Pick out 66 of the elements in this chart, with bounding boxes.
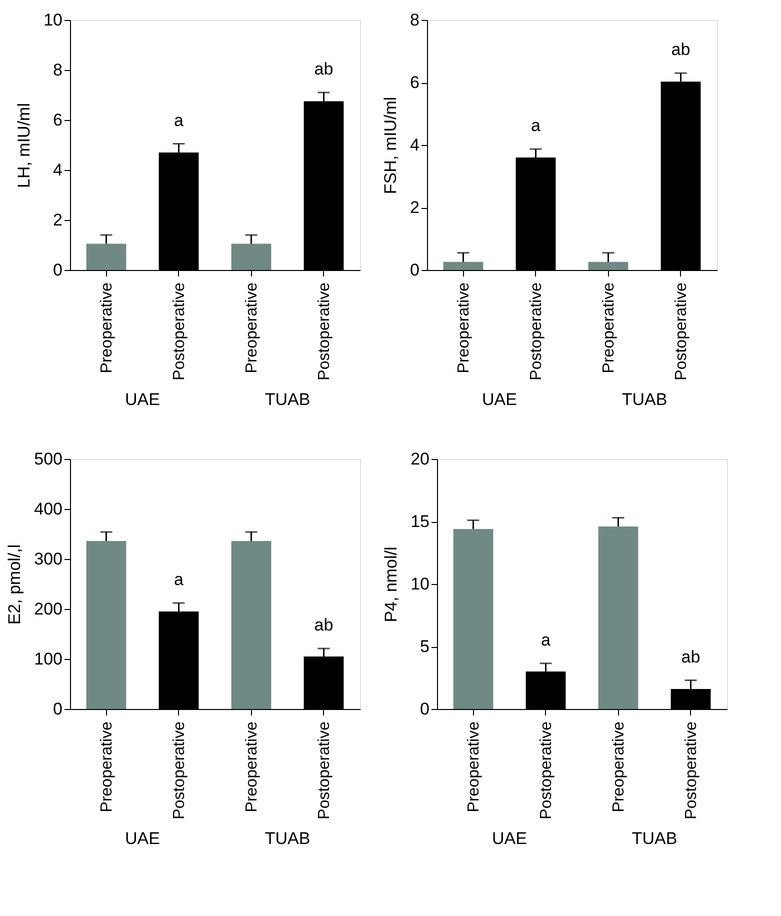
x-tick-label: Preoperative [600,282,618,374]
y-tick-label: 0 [410,260,420,280]
text: UAE [492,829,527,848]
data-label: a [174,110,184,130]
x-tick-label: Postoperative [316,282,333,380]
x-tick-label: Postoperative [538,721,555,820]
x-tick-label: Postoperative [316,721,333,820]
x-tick-label: Preoperative [243,721,260,812]
y-axis-title: FSH, mIU/ml [381,96,400,194]
text: UAE [125,829,160,848]
y-tick-label: 8 [410,10,420,30]
bar [86,244,126,270]
x-tick-label: Preoperative [243,282,260,374]
y-tick-label: 6 [410,73,420,92]
y-tick-label: 0 [53,260,62,280]
bar [443,262,484,270]
bar [231,541,272,709]
y-tick-label: 15 [410,512,430,531]
y-tick-label: 100 [34,650,62,668]
y-tick-label: 20 [410,450,430,468]
y-tick-label: 300 [34,550,62,568]
bar [598,526,638,709]
y-tick-label: 5 [420,637,430,656]
bar [231,244,272,270]
bar [453,529,494,709]
data-label: a [541,630,552,650]
y-axis-title: P4, nmol/l [382,546,401,622]
x-tick-label: Preoperative [98,282,116,374]
y-tick-label: 0 [53,700,62,718]
data-label: ab [314,60,334,78]
x-tick-label: Preoperative [465,721,482,812]
bar [588,262,628,270]
y-tick-label: 500 [34,450,62,468]
y-tick-label: 8 [53,60,62,80]
y-tick-label: 6 [53,110,62,130]
x-tick-label: Preoperative [610,721,628,812]
data-label: a [174,570,184,589]
text: UAE [482,390,517,409]
x-tick-label: Preoperative [455,282,472,374]
y-tick-label: 200 [34,600,62,618]
x-tick-label: Postoperative [170,282,188,380]
text: TUAB [264,390,310,409]
text: TUAB [264,829,310,848]
y-axis-title: E2, pmol/,l [5,544,24,625]
x-tick-label: Postoperative [170,721,188,820]
y-tick-label: 10 [44,10,62,30]
y-axis-title: LH, mIU/ml [14,103,34,188]
y-tick-label: 400 [34,500,62,518]
y-tick-label: 2 [410,198,420,217]
y-tick-label: 0 [420,700,430,718]
x-tick-label: Preoperative [98,721,116,812]
y-tick-label: 10 [410,574,430,594]
text: TUAB [622,390,668,409]
data-label: ab [681,647,700,666]
x-tick-label: Postoperative [528,282,545,380]
x-tick-label: Postoperative [682,721,700,820]
bar [86,541,126,709]
text: UAE [125,390,160,409]
data-label: a [531,116,542,136]
data-label: ab [314,616,334,634]
y-tick-label: 4 [53,160,62,180]
y-tick-label: 4 [410,136,420,154]
data-label: ab [671,40,690,60]
text: TUAB [632,829,678,848]
y-tick-label: 2 [53,210,62,230]
x-tick-label: Postoperative [672,282,690,380]
